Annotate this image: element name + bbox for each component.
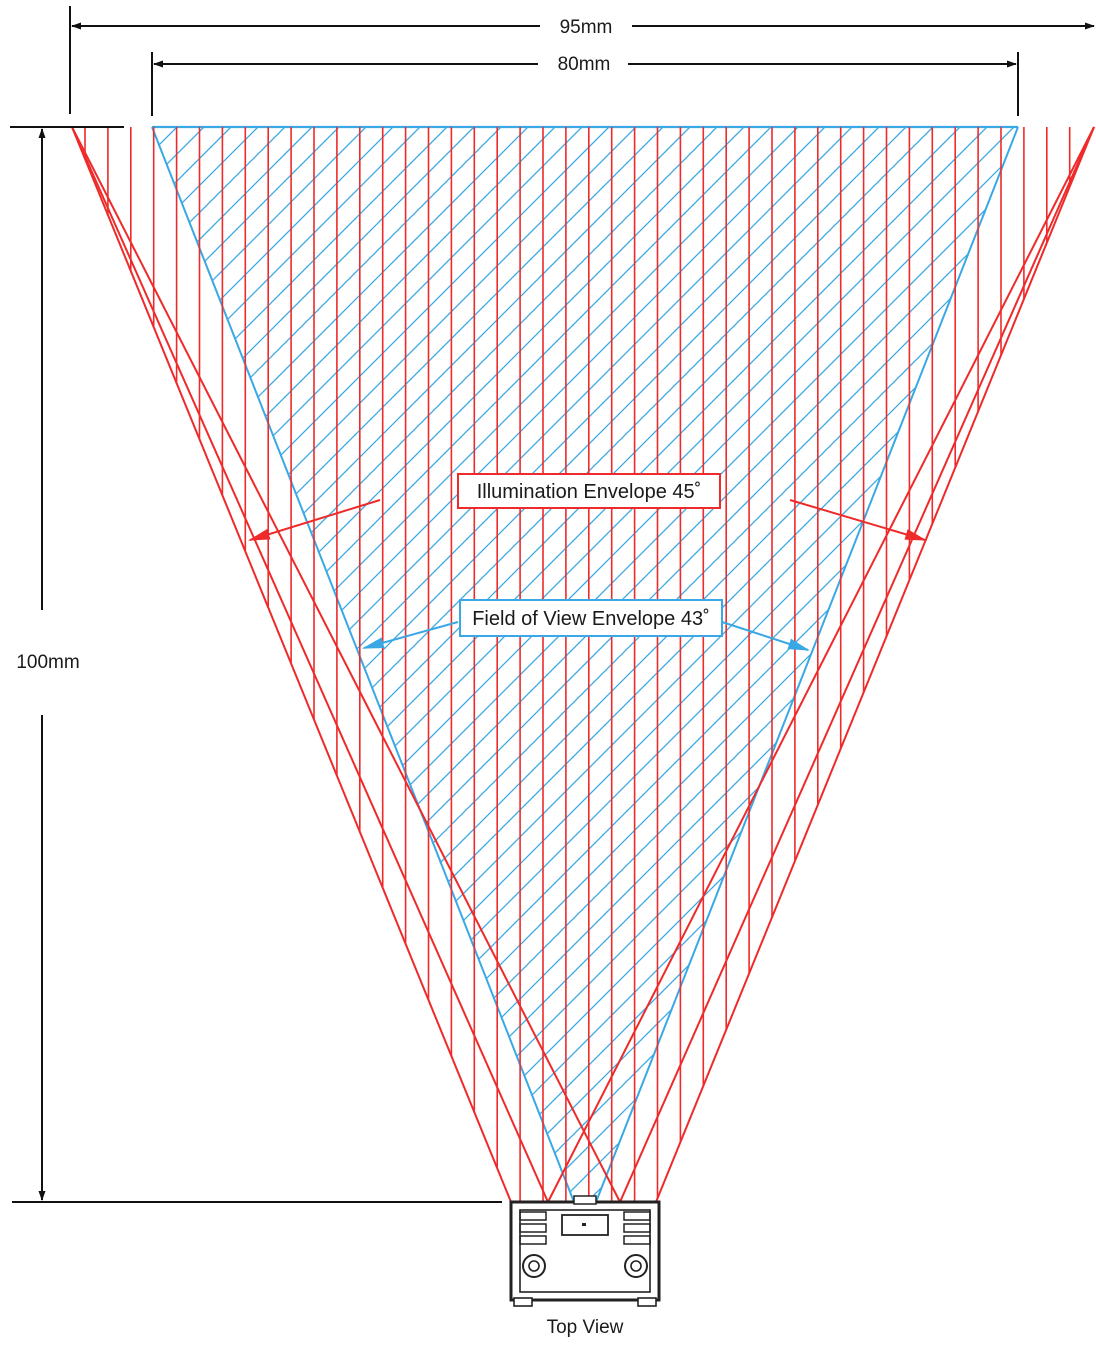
illum-right-edge-cross (547, 126, 1095, 1203)
fov-hatch-line (152, 127, 899, 1202)
fov-hatch-line (152, 127, 1018, 1202)
illum-right-edge-outer (655, 126, 1095, 1203)
fov-hatch-line (152, 127, 1018, 1202)
fov-hatch-line (152, 127, 1007, 1202)
device-led-right-1 (623, 1211, 651, 1221)
illum-left-edge-outer (71, 126, 512, 1203)
fov-right-edge (595, 126, 1019, 1203)
fov-hatch-line (407, 127, 1018, 1202)
device-lens-dot (582, 1223, 586, 1226)
fov-hatch-line (152, 127, 656, 1202)
fov-hatch-line (245, 127, 1018, 1202)
device-led-right-3 (623, 1235, 651, 1245)
fov-arrow-right (721, 621, 811, 651)
illumination-hatch-pattern (84, 127, 1071, 1202)
illum-label-box (457, 473, 721, 509)
fov-hatch-line (152, 127, 1018, 1202)
fov-hatch-line (152, 127, 602, 1202)
device-foot-left (513, 1297, 533, 1307)
fov-label-box (459, 599, 723, 637)
fov-hatch-line (152, 127, 386, 1202)
fov-hatch-line (152, 127, 1018, 1202)
device-screw-right (624, 1254, 648, 1278)
device-screw-right-inner (630, 1260, 642, 1272)
device-led-left-3 (519, 1235, 547, 1245)
fov-hatch-line (152, 127, 332, 1202)
device-led-left-2 (519, 1223, 547, 1233)
fov-hatch-line (434, 127, 1018, 1202)
dim-80-label: 80mm (558, 54, 611, 75)
diagram-caption: Top View (547, 1317, 624, 1338)
fov-hatch-line (152, 127, 710, 1202)
illum-left-edge-inner (71, 126, 549, 1203)
dim-95-label: 95mm (560, 17, 613, 38)
device-led-left-1 (519, 1211, 547, 1221)
fov-hatch-line (152, 127, 548, 1202)
fov-hatch-line (152, 127, 845, 1202)
fov-hatch-line (596, 127, 1018, 1202)
device-led-right-2 (623, 1223, 651, 1233)
dimension-95mm: 95mm (69, 6, 1095, 114)
device-foot-right (637, 1297, 657, 1307)
fov-hatch-line (380, 127, 1018, 1202)
fov-hatch-line (152, 127, 1018, 1202)
illum-right-edge-inner (619, 126, 1095, 1203)
device-top-view (509, 1195, 661, 1307)
fov-left-edge (151, 126, 575, 1203)
fov-hatch-line (152, 127, 791, 1202)
device-screw-left-inner (528, 1260, 540, 1272)
device-screw-left (522, 1254, 546, 1278)
fov-hatch-line (152, 127, 305, 1202)
device-inner-frame (519, 1209, 651, 1293)
dimension-80mm: 80mm (151, 52, 1019, 116)
fov-hatch-line (299, 127, 1018, 1202)
illumination-envelope (71, 126, 1095, 1203)
fov-hatch-line (152, 127, 1018, 1202)
fov-hatch-line (152, 127, 575, 1202)
fov-hatch-line (152, 127, 764, 1202)
illum-left-edge-cross (71, 126, 621, 1203)
illumination-callout: Illumination Envelope 45˚ (247, 473, 928, 541)
fov-hatch-line (152, 127, 683, 1202)
illum-label-text: Illumination Envelope 45˚ (477, 481, 702, 503)
fov-hatch-line (152, 127, 413, 1202)
fov-arrow-left (361, 621, 459, 649)
fov-hatch-line (488, 127, 1018, 1202)
fov-hatch-line (152, 127, 953, 1202)
fov-hatch-line (353, 127, 1018, 1202)
fov-callout: Field of View Envelope 43˚ (361, 599, 811, 651)
fov-hatch-line (152, 127, 629, 1202)
illum-arrow-left (247, 499, 381, 541)
dimension-100mm: 100mm (10, 126, 502, 1203)
fov-hatch-line (152, 127, 440, 1202)
fov-hatch-line (326, 127, 1018, 1202)
fov-hatch-line (152, 127, 980, 1202)
fov-hatch-line (152, 127, 1018, 1202)
fov-hatch-line (152, 127, 251, 1202)
illum-arrow-right (789, 499, 928, 541)
fov-hatch-line (152, 127, 467, 1202)
fov-hatch-line (191, 127, 1018, 1202)
dim-100-label: 100mm (16, 652, 79, 673)
device-sensor-window (573, 1195, 597, 1205)
fov-hatch-line (152, 127, 926, 1202)
fov-label-text: Field of View Envelope 43˚ (472, 608, 710, 630)
fov-hatch-line (152, 127, 1018, 1202)
fov-hatch-line (152, 127, 521, 1202)
fov-hatch-line (152, 127, 494, 1202)
